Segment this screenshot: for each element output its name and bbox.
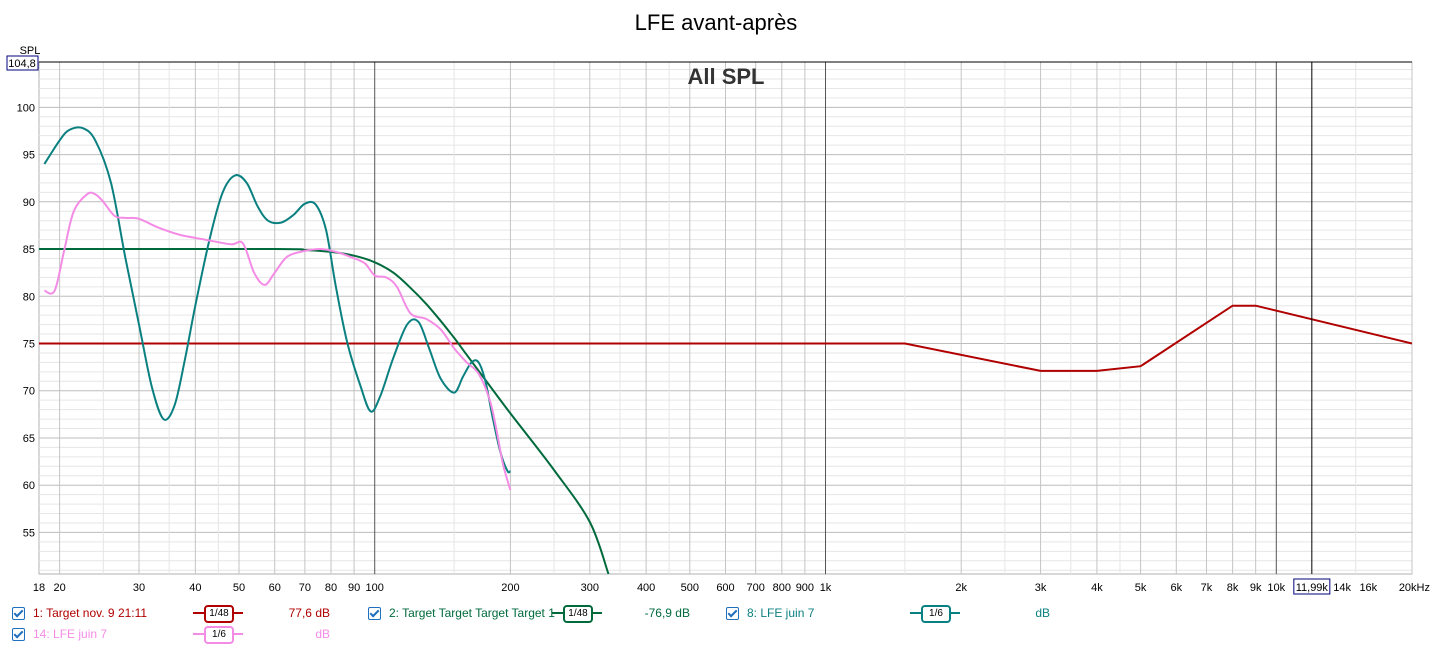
x-tick-label: 9k	[1250, 582, 1262, 594]
x-tick-label: 700	[746, 582, 764, 594]
chart-title: LFE avant-après	[635, 10, 798, 35]
series-line	[43, 126, 512, 474]
y-axis-label: SPL	[20, 45, 41, 57]
legend-checkbox[interactable]	[726, 607, 739, 620]
x-tick-label: 10k	[1267, 582, 1285, 594]
smoothing-selector[interactable]: 1/48	[552, 604, 602, 623]
legend-item[interactable]: 14: LFE juin 7 1/6 dB	[12, 625, 340, 644]
legend-name: 2: Target Target Target Target 1	[389, 606, 555, 620]
x-tick-label: 18	[33, 582, 45, 594]
smoothing-value: 1/6	[204, 626, 234, 644]
x-tick-label: 20kHz	[1399, 582, 1430, 594]
x-tick-label: 16k	[1359, 582, 1377, 594]
smoothing-value: 1/48	[563, 605, 593, 623]
x-tick-label: 7k	[1201, 582, 1213, 594]
x-tick-label: 2k	[955, 582, 967, 594]
x-tick-label: 4k	[1091, 582, 1103, 594]
x-tick-label: 8k	[1227, 582, 1239, 594]
x-tick-label: 30	[133, 582, 145, 594]
y-tick-label: 55	[23, 527, 35, 539]
y-tick-label: 70	[23, 386, 35, 398]
x-cursor-box	[1293, 578, 1331, 595]
smoothing-value: 1/48	[204, 605, 234, 623]
y-tick-label: 80	[23, 291, 35, 303]
x-tick-label: 900	[796, 582, 814, 594]
legend-value: 77,6 dB	[288, 606, 330, 620]
y-tick-label: 65	[23, 433, 35, 445]
legend-name: 14: LFE juin 7	[33, 627, 108, 641]
legend-name: 1: Target nov. 9 21:11	[33, 606, 148, 620]
spl-chart[interactable]: LFE avant-après SPL 55 60 65 70 75 80 85 90 95 10…	[0, 0, 1433, 600]
x-tick-label: 40	[189, 582, 201, 594]
x-tick-label: 60	[269, 582, 281, 594]
x-tick-label: 300	[581, 582, 599, 594]
legend-checkbox[interactable]	[12, 628, 25, 641]
y-cursor-box	[6, 55, 39, 71]
x-tick-label: 500	[681, 582, 699, 594]
x-tick-label: 600	[716, 582, 734, 594]
smoothing-value: 1/6	[921, 605, 951, 623]
legend-item[interactable]: 2: Target Target Target Target 1 1/48 -76,…	[368, 604, 700, 623]
x-tick-label: 90	[348, 582, 360, 594]
x-tick-label: 1k	[820, 582, 832, 594]
x-tick-label: 14k	[1333, 582, 1351, 594]
x-tick-label: 50	[233, 582, 245, 594]
x-tick-label: 200	[501, 582, 519, 594]
y-tick-label: 85	[23, 244, 35, 256]
y-tick-label: 75	[23, 339, 35, 351]
x-tick-label: 800	[773, 582, 791, 594]
y-tick-label: 90	[23, 197, 35, 209]
legend-value: -76,9 dB	[644, 606, 690, 620]
legend-checkbox[interactable]	[368, 607, 381, 620]
legend-checkbox[interactable]	[12, 607, 25, 620]
y-tick-label: 60	[23, 480, 35, 492]
x-tick-label: 400	[637, 582, 655, 594]
overlay-title: All SPL	[687, 64, 764, 89]
smoothing-selector[interactable]: 1/6	[910, 604, 960, 623]
legend-name: 8: LFE juin 7	[747, 606, 815, 620]
series-line	[39, 304, 1412, 372]
x-tick-label: 100	[366, 582, 384, 594]
y-tick-label: 95	[23, 150, 35, 162]
x-tick-label: 3k	[1035, 582, 1047, 594]
x-tick-label: 70	[299, 582, 311, 594]
x-tick-label: 80	[325, 582, 337, 594]
x-tick-label: 5k	[1135, 582, 1147, 594]
series-line	[44, 191, 512, 491]
legend-item[interactable]: 8: LFE juin 7 1/6 dB	[726, 604, 1060, 623]
legend-item[interactable]: 1: Target nov. 9 21:11 1/48 77,6 dB	[12, 604, 340, 623]
y-cursor-value: 104,8	[8, 58, 36, 70]
legend-value: dB	[315, 627, 330, 641]
smoothing-selector[interactable]: 1/48	[193, 604, 243, 623]
x-tick-label: 6k	[1170, 582, 1182, 594]
smoothing-selector[interactable]: 1/6	[193, 625, 243, 644]
x-tick-label: 20	[54, 582, 66, 594]
legend-value: dB	[1035, 606, 1050, 620]
x-cursor-value: 11,99k	[1296, 582, 1329, 594]
legend: 1: Target nov. 9 21:11 1/48 77,6 dB 2: Targ…	[0, 600, 1433, 646]
y-tick-label: 100	[17, 102, 35, 114]
